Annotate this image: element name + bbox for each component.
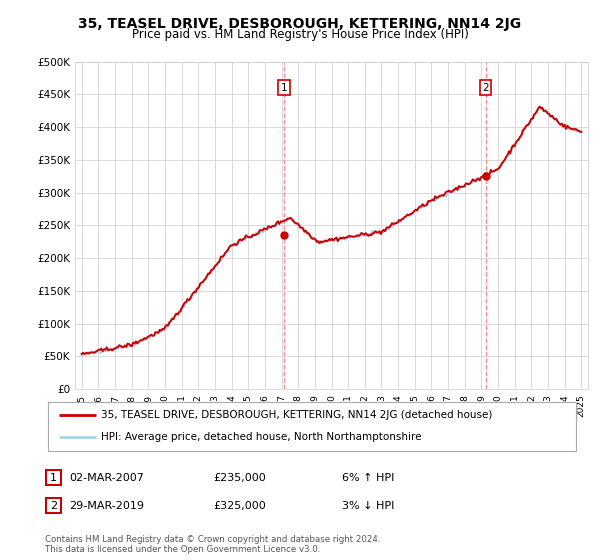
Text: 02-MAR-2007: 02-MAR-2007 xyxy=(69,473,144,483)
Text: 3% ↓ HPI: 3% ↓ HPI xyxy=(342,501,394,511)
Text: 2: 2 xyxy=(50,501,57,511)
Text: HPI: Average price, detached house, North Northamptonshire: HPI: Average price, detached house, Nort… xyxy=(101,432,421,442)
Text: 1: 1 xyxy=(281,83,287,93)
Text: Price paid vs. HM Land Registry's House Price Index (HPI): Price paid vs. HM Land Registry's House … xyxy=(131,28,469,41)
Text: 2: 2 xyxy=(482,83,489,93)
Text: 6% ↑ HPI: 6% ↑ HPI xyxy=(342,473,394,483)
Text: £235,000: £235,000 xyxy=(213,473,266,483)
Text: £325,000: £325,000 xyxy=(213,501,266,511)
Text: 35, TEASEL DRIVE, DESBOROUGH, KETTERING, NN14 2JG: 35, TEASEL DRIVE, DESBOROUGH, KETTERING,… xyxy=(79,17,521,31)
Text: Contains HM Land Registry data © Crown copyright and database right 2024.
This d: Contains HM Land Registry data © Crown c… xyxy=(45,535,380,554)
Text: 29-MAR-2019: 29-MAR-2019 xyxy=(69,501,144,511)
Text: 1: 1 xyxy=(50,473,57,483)
Text: 35, TEASEL DRIVE, DESBOROUGH, KETTERING, NN14 2JG (detached house): 35, TEASEL DRIVE, DESBOROUGH, KETTERING,… xyxy=(101,410,492,420)
